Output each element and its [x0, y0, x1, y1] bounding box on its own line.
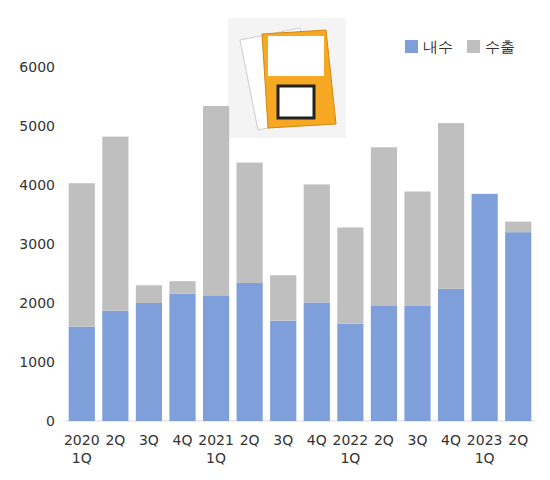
x-tick-line: 4Q [307, 432, 327, 448]
chart: 0 1000 2000 3000 4000 5000 6000 2020 1Q 2Q 3Q 4Q 202… [0, 0, 550, 480]
y-tick-label: 3000 [19, 236, 55, 252]
y-tick [62, 362, 65, 363]
x-tick-line: 1Q [475, 450, 495, 466]
bar [304, 184, 330, 302]
x-tick-line: 2Q [240, 432, 260, 448]
bar [337, 324, 363, 421]
bar [102, 311, 128, 421]
package-front [262, 30, 336, 128]
x-tick-label: 4Q [307, 432, 327, 448]
x-tick-label: 2Q [240, 432, 260, 448]
x-tick-label: 2020 1Q [64, 432, 100, 466]
bar [237, 283, 263, 421]
bar [69, 183, 95, 326]
x-tick-line: 1Q [340, 450, 360, 466]
bar [472, 194, 498, 421]
bar [69, 327, 95, 421]
x-tick-line: 2021 [198, 432, 234, 448]
image-ground [228, 18, 346, 138]
x-tick-line: 3Q [273, 432, 293, 448]
package-label [268, 36, 324, 76]
x-tick-label: 2Q [105, 432, 125, 448]
y-tick [62, 185, 65, 186]
x-tick-line: 4Q [173, 432, 193, 448]
x-tick-line: 2020 [64, 432, 100, 448]
x-tick-label: 4Q [173, 432, 193, 448]
x-tick-label: 3Q [408, 432, 428, 448]
baseline [65, 421, 535, 422]
bar [203, 106, 229, 295]
legend: 내수 수출 [405, 38, 515, 56]
x-tick-label: 2023 1Q [467, 432, 503, 466]
bar [169, 294, 195, 421]
x-tick-label: 2021 1Q [198, 432, 234, 466]
y-tick-label: 0 [46, 413, 55, 429]
x-tick-line: 2023 [467, 432, 503, 448]
x-tick-label: 2Q [508, 432, 528, 448]
legend-swatch [405, 40, 418, 53]
x-tick-label: 3Q [273, 432, 293, 448]
bar [404, 306, 430, 421]
x-tick-line: 3Q [408, 432, 428, 448]
y-tick [62, 126, 65, 127]
bar [371, 305, 397, 421]
x-tick-line: 2Q [508, 432, 528, 448]
bar [371, 147, 397, 305]
x-tick-line: 2022 [333, 432, 369, 448]
x-tick-label: 2Q [374, 432, 394, 448]
bar [203, 295, 229, 421]
y-tick [62, 421, 65, 422]
bar [169, 281, 195, 293]
legend-swatch [467, 40, 480, 53]
x-tick-label: 2022 1Q [333, 432, 369, 466]
x-tick-line: 3Q [139, 432, 159, 448]
bar [337, 227, 363, 323]
bar [505, 222, 531, 233]
product-image [228, 18, 346, 138]
y-tick [62, 303, 65, 304]
bar [505, 232, 531, 421]
bar [472, 193, 498, 194]
x-tick-line: 2Q [105, 432, 125, 448]
x-tick-label: 3Q [139, 432, 159, 448]
bar [438, 289, 464, 421]
bar [237, 163, 263, 283]
legend-label: 수출 [485, 38, 515, 56]
bar [270, 275, 296, 320]
legend-label: 내수 [423, 38, 453, 56]
package-logo [278, 86, 314, 118]
y-tick [62, 67, 65, 68]
x-tick-line: 2Q [374, 432, 394, 448]
bar [136, 303, 162, 421]
x-tick-line: 1Q [72, 450, 92, 466]
bar [270, 321, 296, 421]
bar [136, 285, 162, 303]
bar [102, 137, 128, 311]
x-tick-line: 1Q [206, 450, 226, 466]
y-tick-label: 1000 [19, 354, 55, 370]
bar [404, 191, 430, 305]
y-tick-label: 2000 [19, 295, 55, 311]
bar [438, 123, 464, 289]
x-tick-line: 4Q [441, 432, 461, 448]
y-tick-label: 6000 [19, 59, 55, 75]
bars [69, 106, 532, 421]
x-tick-label: 4Q [441, 432, 461, 448]
y-tick-label: 5000 [19, 118, 55, 134]
y-tick [62, 244, 65, 245]
bar [304, 302, 330, 421]
y-tick-label: 4000 [19, 177, 55, 193]
